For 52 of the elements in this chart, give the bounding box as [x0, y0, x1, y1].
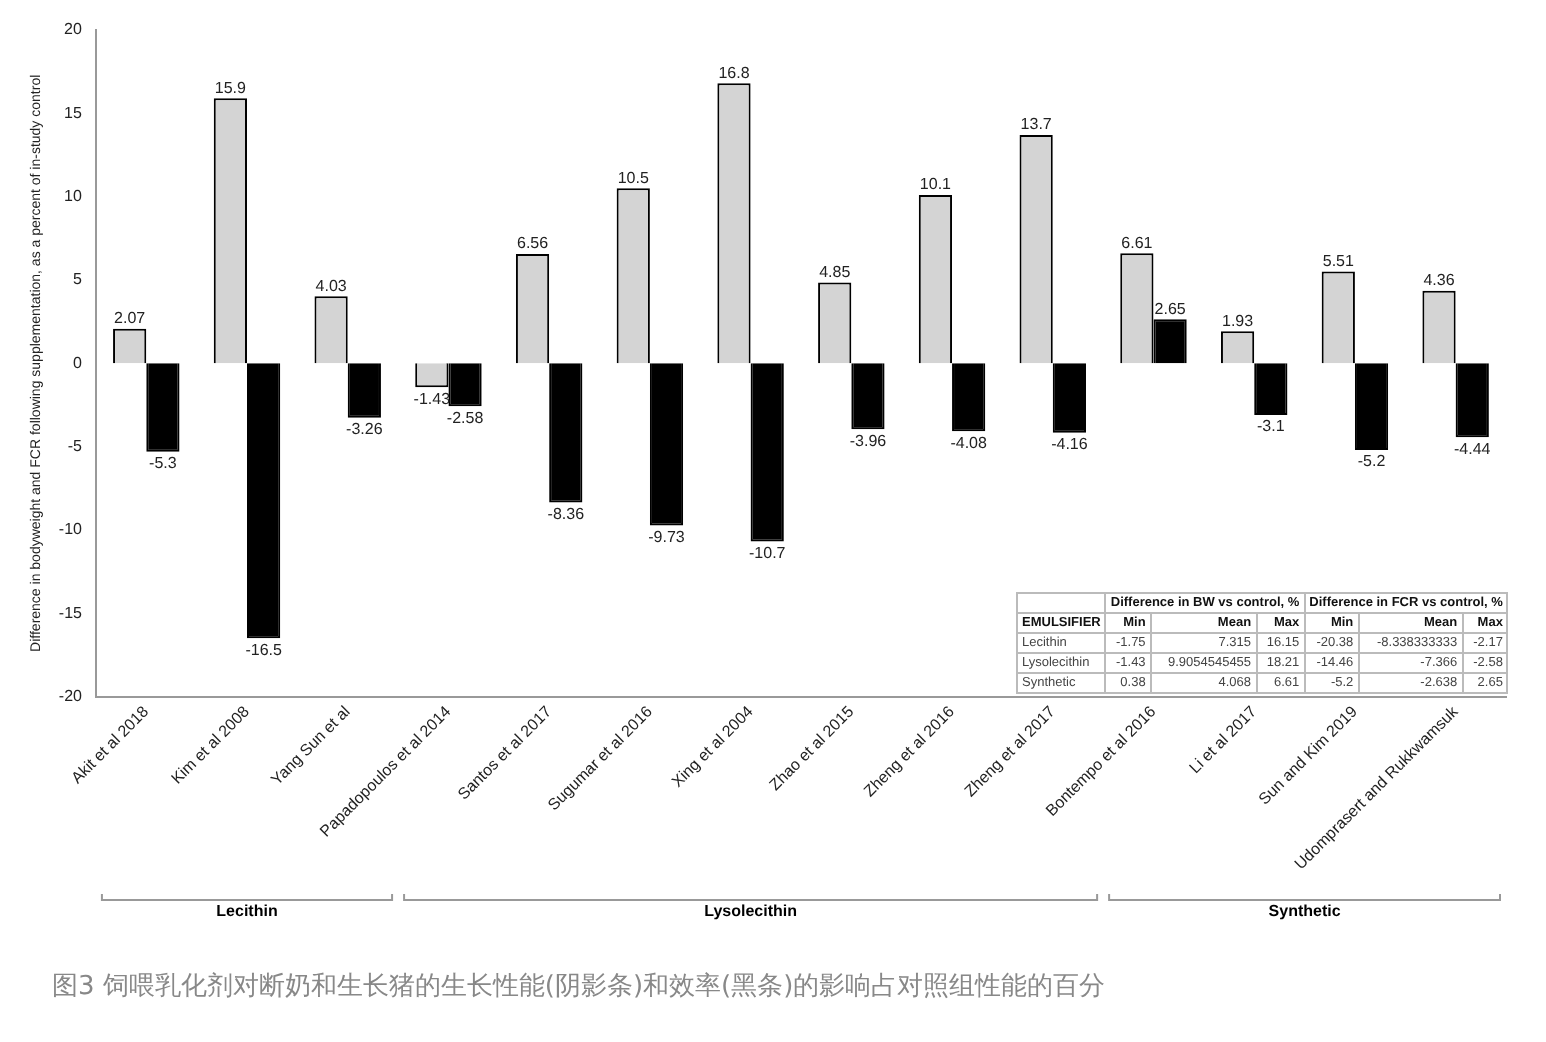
- text: Lysolecithin: [704, 902, 798, 921]
- data-label: 15.9: [214, 78, 248, 97]
- y-tick-label: 5: [73, 270, 84, 289]
- data-label: 16.8: [718, 63, 751, 82]
- bar: [146, 363, 180, 452]
- bar: [1254, 363, 1288, 415]
- data-label: 10.1: [919, 175, 953, 194]
- y-tick-label: 10: [64, 187, 84, 206]
- data-label: 6.56: [516, 234, 550, 253]
- data-label: -8.36: [547, 505, 586, 524]
- bar: [750, 363, 784, 542]
- bar: [851, 363, 885, 430]
- data-label: -4.08: [950, 433, 988, 452]
- y-tick-label: 20: [64, 20, 84, 39]
- data-label: -5.3: [149, 454, 178, 473]
- data-label: 2.65: [1154, 299, 1187, 318]
- data-label: -4.44: [1454, 439, 1492, 458]
- data-label: -3.96: [849, 431, 888, 450]
- data-label: 13.7: [1020, 115, 1053, 134]
- bar: [952, 363, 986, 432]
- y-tick-label: 0: [73, 353, 84, 372]
- y-tick-label: -15: [58, 603, 84, 622]
- y-tick-label: -10: [58, 520, 84, 539]
- data-label: -10.7: [748, 544, 787, 563]
- data-label: 2.07: [114, 309, 147, 328]
- bar: [649, 363, 684, 526]
- bar: [549, 363, 583, 503]
- data-label: 4.85: [819, 262, 852, 281]
- bar: [347, 363, 381, 418]
- data-label: 1.93: [1222, 311, 1255, 330]
- y-tick-label: -20: [58, 687, 84, 706]
- bar: [247, 363, 281, 639]
- data-label: -3.1: [1257, 417, 1286, 436]
- data-label: -3.26: [346, 420, 384, 439]
- data-label: -2.58: [446, 408, 485, 427]
- data-label: 5.51: [1322, 251, 1355, 270]
- text: Lecithin: [216, 902, 278, 921]
- data-label: 4.36: [1423, 271, 1456, 290]
- bar: [1052, 363, 1086, 433]
- data-label: 6.61: [1121, 233, 1154, 252]
- bar: [1455, 363, 1489, 438]
- text: Synthetic: [1268, 902, 1342, 921]
- data-label: 10.5: [617, 168, 650, 187]
- y-tick-label: 15: [64, 103, 84, 122]
- data-label: -5.2: [1357, 452, 1387, 471]
- data-label: -9.73: [648, 527, 686, 546]
- data-label: -4.16: [1051, 435, 1089, 454]
- y-tick-label: -5: [67, 437, 83, 456]
- data-label: -16.5: [245, 640, 283, 659]
- bar: [1354, 363, 1389, 450]
- data-label: 4.03: [315, 276, 348, 295]
- caption: 图3 饲喂乳化剂对断奶和生长猪的生长性能(阴影条)和效率(黑条)的影响占对照组性能的百分: [52, 970, 1106, 1004]
